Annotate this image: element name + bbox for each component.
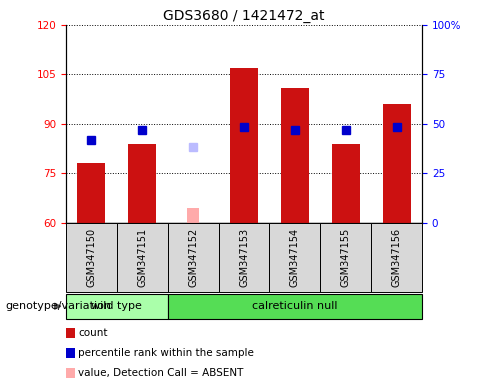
Text: GSM347150: GSM347150 xyxy=(86,228,96,287)
Bar xyxy=(281,88,309,223)
Bar xyxy=(219,223,269,292)
Text: GSM347151: GSM347151 xyxy=(137,228,147,287)
Bar xyxy=(168,223,219,292)
Text: wild type: wild type xyxy=(91,301,142,311)
Text: GSM347155: GSM347155 xyxy=(341,228,351,287)
Bar xyxy=(230,68,258,223)
Bar xyxy=(187,208,200,223)
Bar xyxy=(269,223,320,292)
Bar xyxy=(77,164,105,223)
Text: GSM347154: GSM347154 xyxy=(290,228,300,287)
Title: GDS3680 / 1421472_at: GDS3680 / 1421472_at xyxy=(163,8,325,23)
Text: GSM347156: GSM347156 xyxy=(392,228,402,287)
Bar xyxy=(66,294,168,319)
Bar xyxy=(66,223,117,292)
Text: genotype/variation: genotype/variation xyxy=(5,301,111,311)
Bar xyxy=(371,223,422,292)
Text: GSM347152: GSM347152 xyxy=(188,228,198,287)
Bar xyxy=(168,294,422,319)
Text: calreticulin null: calreticulin null xyxy=(252,301,338,311)
Bar xyxy=(320,223,371,292)
Text: count: count xyxy=(78,328,107,338)
Bar xyxy=(332,144,360,223)
Text: value, Detection Call = ABSENT: value, Detection Call = ABSENT xyxy=(78,368,244,378)
Bar xyxy=(117,223,168,292)
Bar xyxy=(383,104,411,223)
Bar xyxy=(128,144,156,223)
Text: GSM347153: GSM347153 xyxy=(239,228,249,287)
Text: percentile rank within the sample: percentile rank within the sample xyxy=(78,348,254,358)
